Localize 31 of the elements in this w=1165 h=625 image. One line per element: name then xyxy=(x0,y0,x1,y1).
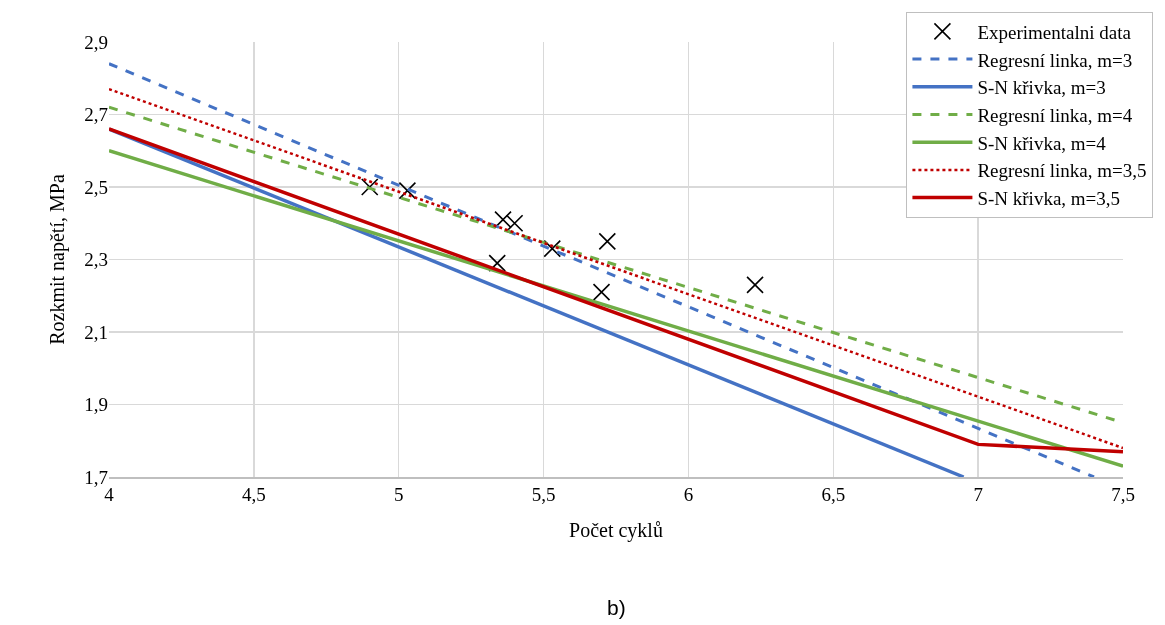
y-tick-label: 2,5 xyxy=(84,176,108,198)
point xyxy=(598,232,617,251)
point xyxy=(494,210,512,229)
y-axis-title: Rozkmit napětí, MPa xyxy=(45,174,69,345)
point xyxy=(360,178,379,196)
y-tick-label: 2,7 xyxy=(84,104,108,126)
legend-label: S-N křivka, m=4 xyxy=(977,132,1107,154)
x-tick-label: 4,5 xyxy=(241,484,266,506)
x-tick-label: 7 xyxy=(973,484,983,506)
x-tick-label: 5,5 xyxy=(531,484,556,506)
x-tick-label: 6 xyxy=(683,484,694,506)
x-axis-title: Počet cyklů xyxy=(569,518,663,542)
point xyxy=(505,214,524,233)
point xyxy=(543,239,562,258)
point xyxy=(398,181,417,200)
point xyxy=(746,276,764,294)
y-tick-label: 1,9 xyxy=(84,394,108,416)
legend-label: Experimentalni data xyxy=(977,21,1132,43)
point xyxy=(592,283,611,301)
text: b) xyxy=(607,596,626,619)
legend-label: Regresní linka, m=3,5 xyxy=(977,160,1147,182)
y-tick-label: 2,3 xyxy=(84,249,108,271)
y-tick-label: 2,1 xyxy=(84,321,108,343)
y-tick-label: 2,9 xyxy=(84,31,108,53)
x-tick-label: 7,5 xyxy=(1111,484,1135,506)
x-tick-label: 6,5 xyxy=(821,484,846,506)
legend-label: Regresní linka, m=4 xyxy=(977,104,1133,126)
x-tick-label: 5 xyxy=(393,484,404,506)
legend-label: S-N křivka, m=3,5 xyxy=(977,188,1121,210)
legend-label: Regresní linka, m=3 xyxy=(977,49,1133,71)
legend-label: S-N křivka, m=3 xyxy=(977,77,1106,99)
